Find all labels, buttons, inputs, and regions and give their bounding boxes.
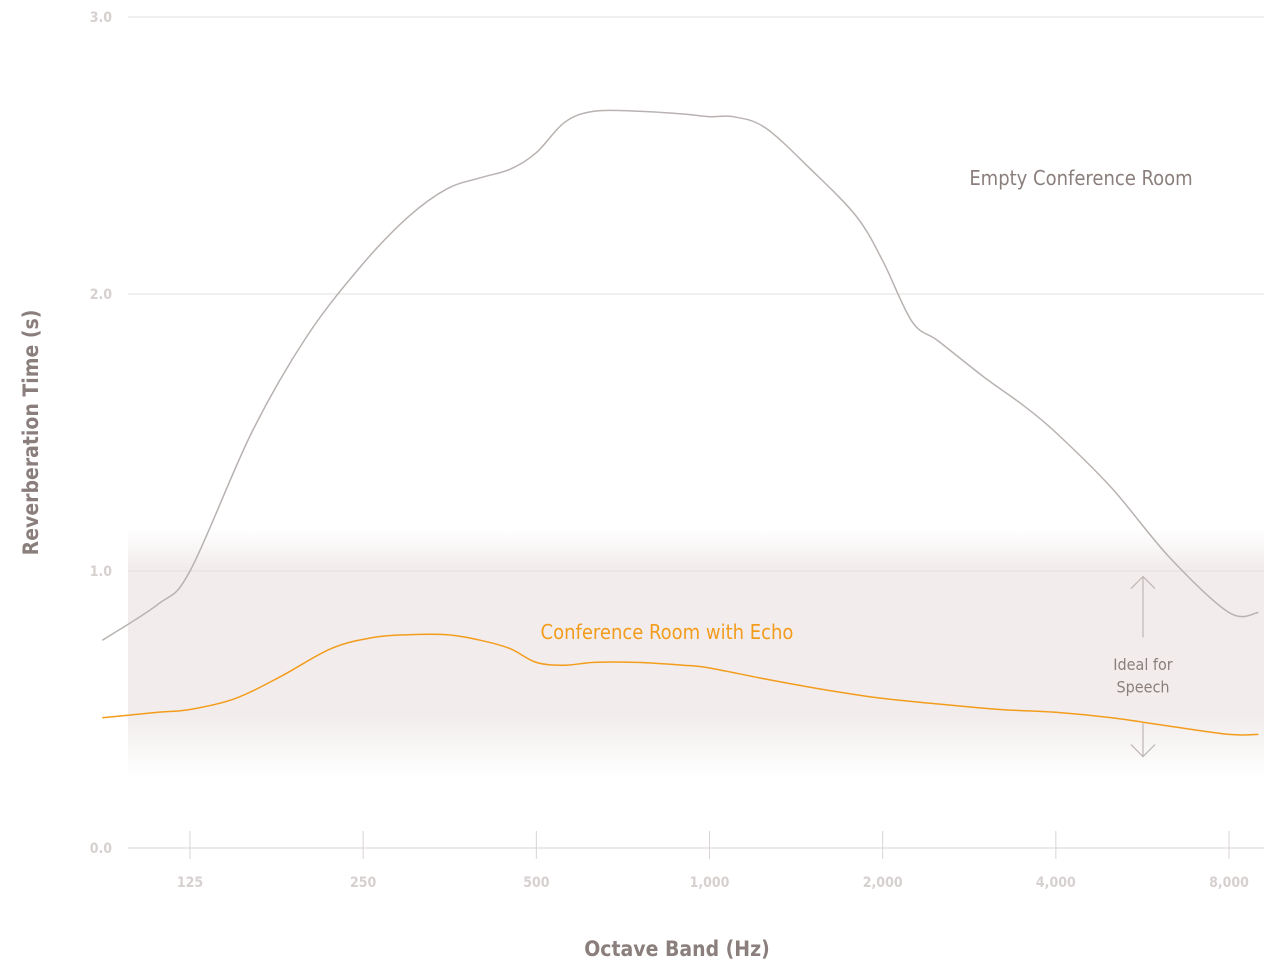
band-label-line-1: Ideal for (1113, 655, 1173, 674)
x-tick-label: 125 (177, 875, 203, 891)
y-tick-label: 1.0 (90, 564, 113, 580)
series-line-empty-room (101, 109, 1259, 641)
y-tick-label: 0.0 (90, 841, 113, 857)
band-label-line-2: Speech (1116, 677, 1169, 696)
x-tick-label: 2,000 (863, 875, 903, 891)
y-tick-label: 2.0 (90, 287, 113, 303)
y-axis-title: Reverberation Time (s) (19, 310, 43, 556)
x-tick-label: 500 (523, 875, 550, 891)
series-label-empty-room: Empty Conference Room (969, 166, 1192, 190)
series-line-echo-room (102, 633, 1259, 736)
ideal-speech-band (128, 529, 1264, 779)
y-tick-label: 3.0 (90, 10, 113, 26)
x-axis-title: Octave Band (Hz) (584, 937, 770, 961)
x-tick-label: 8,000 (1209, 875, 1249, 891)
x-tick-label: 4,000 (1036, 875, 1076, 891)
arrow-down-icon (1130, 723, 1156, 758)
arrow-up-icon (1130, 575, 1156, 638)
x-tick-label: 250 (350, 875, 377, 891)
series-lines (101, 109, 1259, 736)
gridlines (128, 16, 1264, 849)
ideal-speech-annotation: Ideal for Speech (1113, 575, 1173, 758)
x-tick-label: 1,000 (690, 875, 730, 891)
series-label-echo-room: Conference Room with Echo (541, 620, 794, 644)
x-ticks: 125 250 500 1,000 2,000 4,000 8,000 (177, 831, 1249, 891)
y-tick-labels: 0.0 1.0 2.0 3.0 (90, 10, 113, 857)
